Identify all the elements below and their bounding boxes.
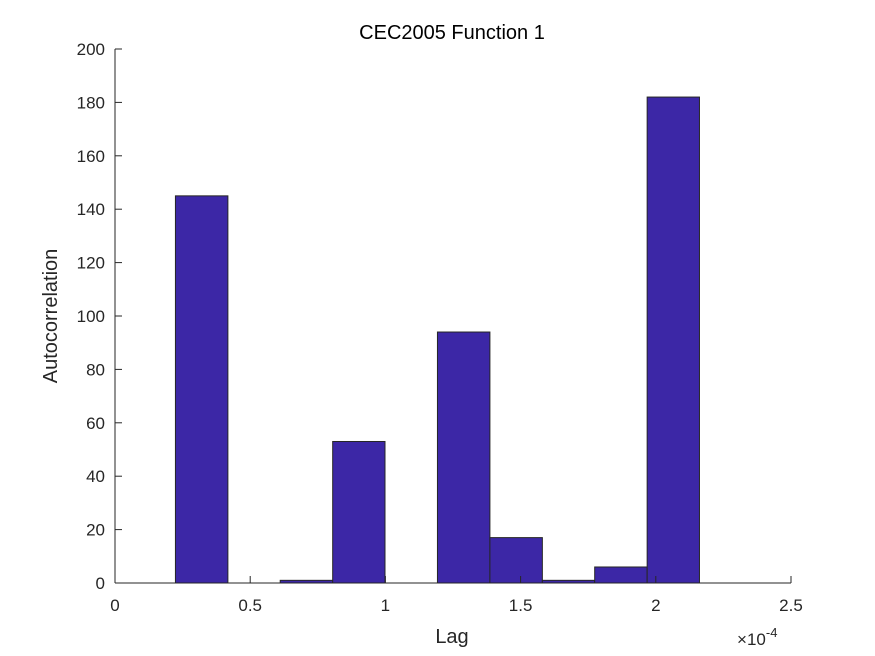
x-multiplier-exponent: -4: [766, 625, 778, 640]
x-tick-label: 0: [110, 596, 119, 615]
x-tick-label: 0.5: [238, 596, 262, 615]
y-tick-label: 80: [86, 360, 105, 379]
y-axis-label: Autocorrelation: [40, 249, 62, 384]
y-tick-label: 140: [77, 200, 105, 219]
histogram-bar: [174, 195, 229, 584]
x-axis-multiplier: ×10-4: [737, 625, 777, 649]
x-tick-label: 1: [381, 596, 390, 615]
x-tick-label: 1.5: [509, 596, 533, 615]
y-tick-label: 200: [77, 40, 105, 59]
x-multiplier-prefix: ×: [737, 630, 747, 649]
y-tick-label: 120: [77, 254, 105, 273]
y-tick-label: 40: [86, 467, 105, 486]
histogram-bar: [489, 537, 543, 584]
y-tick-label: 160: [77, 147, 105, 166]
y-tick-label: 100: [77, 307, 105, 326]
histogram-bar: [594, 566, 648, 584]
x-tick-label: 2.5: [779, 596, 803, 615]
y-tick-label: 20: [86, 521, 105, 540]
x-multiplier-base: 10: [747, 630, 766, 649]
y-tick-label: 60: [86, 414, 105, 433]
bars-group: [174, 96, 700, 584]
axes-group: 0 0.5 1 1.5 2 2.5 0 20 40 60 80 100 120 140 160 180 200: [77, 40, 803, 615]
histogram-bar: [332, 440, 386, 584]
histogram-bar: [436, 331, 491, 584]
y-tick-label: 180: [77, 93, 105, 112]
histogram-bar: [646, 96, 700, 584]
x-axis-label: Lag: [435, 626, 468, 648]
y-tick-label: 0: [96, 574, 105, 593]
x-tick-label: 2: [651, 596, 660, 615]
chart-title: CEC2005 Function 1: [359, 22, 545, 44]
